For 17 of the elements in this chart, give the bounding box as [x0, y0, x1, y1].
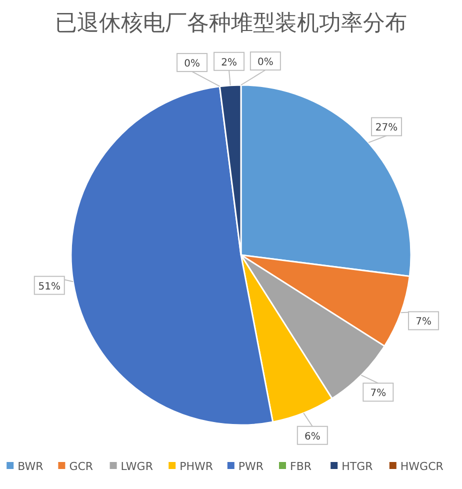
text: 0%: [257, 57, 274, 68]
data-label: 7%: [416, 316, 432, 328]
legend-label: LWGR: [120, 460, 154, 473]
text: 0%: [184, 58, 200, 70]
legend-label: PHWR: [180, 460, 214, 473]
data-label: 2%: [221, 57, 237, 68]
legend-label: PWR: [238, 460, 264, 473]
legend-label: HWGCR: [400, 460, 444, 473]
data-label: 51%: [38, 281, 61, 292]
legend-label: GCR: [69, 460, 94, 473]
data-label: 27%: [375, 122, 398, 134]
legend-label: BWR: [18, 460, 44, 473]
legend-label: FBR: [290, 460, 312, 473]
chart-title: 已退休核电厂各种堆型装机功率分布: [55, 11, 407, 36]
legend-label: HTGR: [342, 460, 374, 473]
data-label: 7%: [370, 388, 386, 400]
data-label: 6%: [304, 431, 320, 442]
